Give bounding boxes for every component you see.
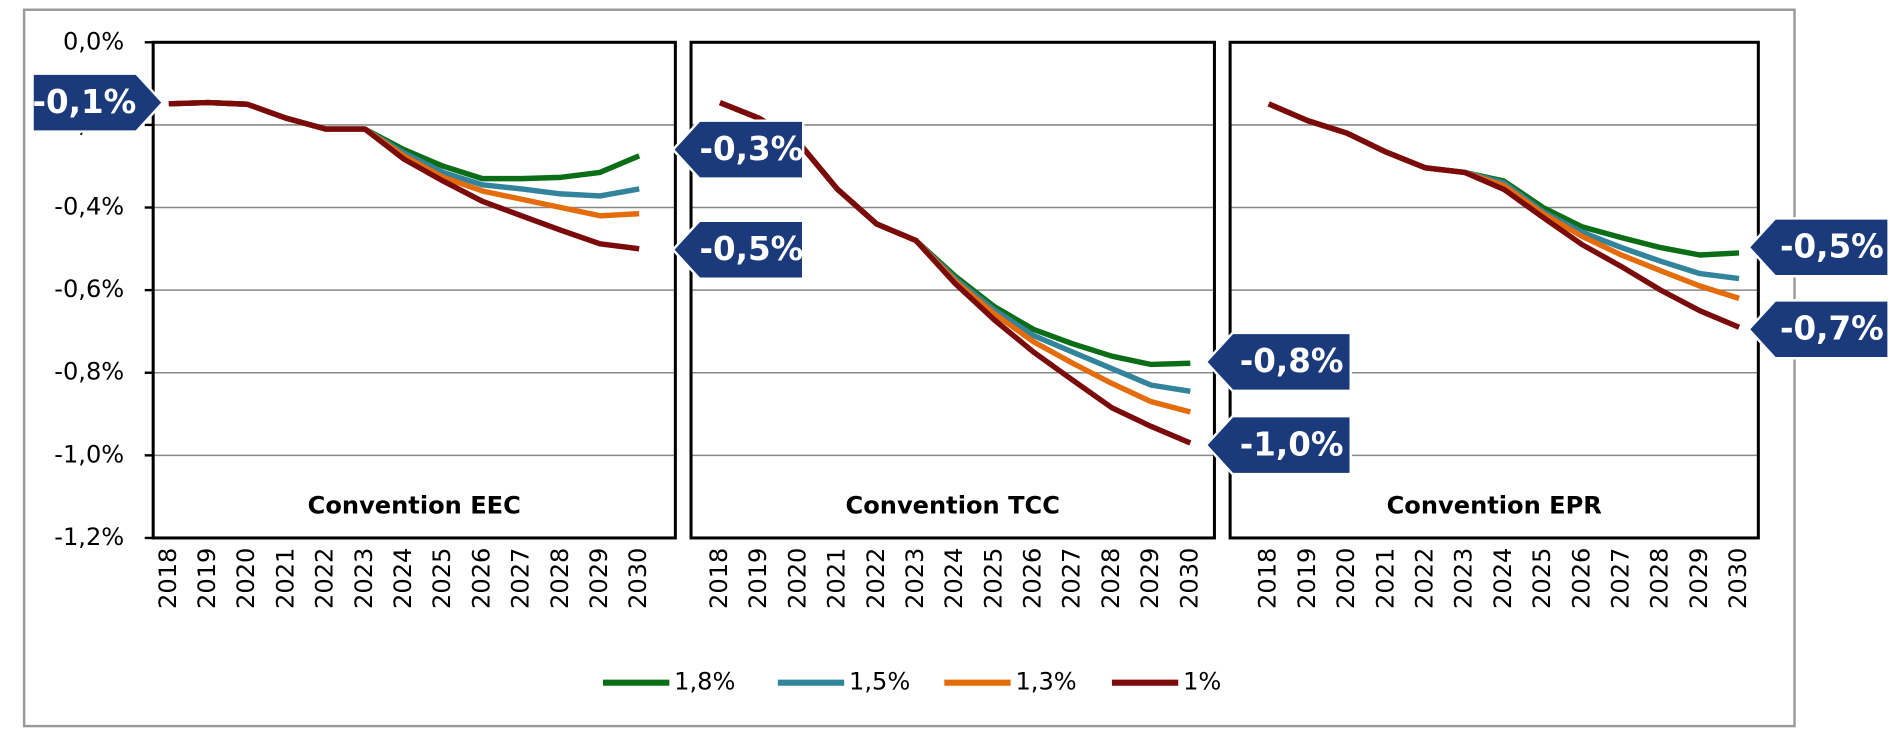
x-tick-label: 2020	[1332, 548, 1360, 609]
callout-label: -0,1%	[33, 83, 137, 121]
x-tick-label: 2026	[467, 548, 495, 609]
callout-box	[1747, 299, 1890, 360]
x-tick-label: 2021	[823, 548, 851, 609]
legend-label: 1%	[1183, 668, 1221, 696]
panel-title: Convention EPR	[1387, 492, 1603, 520]
callout-box	[671, 219, 805, 280]
x-tick-label: 2025	[1528, 548, 1556, 609]
x-tick-label: 2023	[1450, 548, 1478, 609]
callout-box	[31, 72, 165, 133]
x-tick-label: 2022	[1410, 548, 1438, 609]
x-tick-label: 2028	[546, 548, 574, 609]
y-tick-label: -0,8%	[54, 358, 124, 386]
x-tick-label: 2027	[1058, 548, 1086, 609]
x-tick-label: 2020	[232, 548, 260, 609]
x-tick-label: 2030	[1175, 548, 1203, 609]
x-tick-label: 2025	[979, 548, 1007, 609]
legend-label: 1,3%	[1015, 668, 1076, 696]
x-tick-label: 2026	[1567, 548, 1595, 609]
x-tick-label: 2027	[507, 548, 535, 609]
x-tick-label: 2028	[1646, 548, 1674, 609]
callout-label: -1,0%	[1240, 425, 1344, 463]
legend-label: 1,5%	[849, 668, 910, 696]
x-tick-label: 2029	[585, 548, 613, 609]
x-tick-label: 2028	[1097, 548, 1125, 609]
callout-label: -0,7%	[1780, 310, 1884, 348]
callout-label: -0,5%	[699, 230, 803, 268]
x-tick-label: 2021	[271, 548, 299, 609]
x-tick-label: 2019	[744, 548, 772, 609]
panel-title: Convention EEC	[308, 492, 521, 520]
x-tick-label: 2029	[1136, 548, 1164, 609]
panel-title: Convention TCC	[846, 492, 1060, 520]
x-tick-label: 2018	[1254, 548, 1282, 609]
y-tick-label: 0,0%	[63, 27, 124, 55]
y-tick-label: -0,6%	[54, 275, 124, 303]
x-tick-label: 2030	[624, 548, 652, 609]
legend-label: 1,8%	[674, 668, 735, 696]
callout-box	[671, 119, 805, 180]
panel-frame	[151, 40, 677, 540]
y-tick-label: -1,2%	[54, 523, 124, 551]
x-tick-label: 2023	[901, 548, 929, 609]
x-tick-label: 2022	[862, 548, 890, 609]
x-tick-label: 2030	[1724, 548, 1752, 609]
x-tick-label: 2024	[389, 548, 417, 609]
callout-label: -0,5%	[1780, 228, 1884, 266]
y-tick-label: -0,4%	[54, 193, 124, 221]
panel-frame	[689, 40, 1216, 540]
x-tick-label: 2029	[1685, 548, 1713, 609]
x-tick-label: 2018	[705, 548, 733, 609]
callout-box	[1747, 217, 1890, 278]
series-line	[1267, 101, 1741, 330]
x-tick-label: 2024	[1489, 548, 1517, 609]
x-tick-label: 2019	[193, 548, 221, 609]
x-tick-label: 2027	[1606, 548, 1634, 609]
callout-box	[1204, 414, 1352, 476]
series-line	[168, 99, 640, 252]
x-tick-label: 2020	[783, 548, 811, 609]
panel-frame	[1228, 40, 1760, 540]
x-tick-label: 2022	[311, 548, 339, 609]
x-tick-label: 2023	[350, 548, 378, 609]
callout-label: -0,8%	[1240, 342, 1344, 380]
callout-label: -0,3%	[699, 130, 803, 168]
y-tick-label: -1,0%	[54, 440, 124, 468]
x-tick-label: 2025	[428, 548, 456, 609]
x-tick-label: 2021	[1371, 548, 1399, 609]
callout-box	[1204, 331, 1352, 393]
x-tick-label: 2026	[1019, 548, 1047, 609]
x-tick-label: 2019	[1293, 548, 1321, 609]
x-tick-label: 2018	[154, 548, 182, 609]
x-tick-label: 2024	[940, 548, 968, 609]
